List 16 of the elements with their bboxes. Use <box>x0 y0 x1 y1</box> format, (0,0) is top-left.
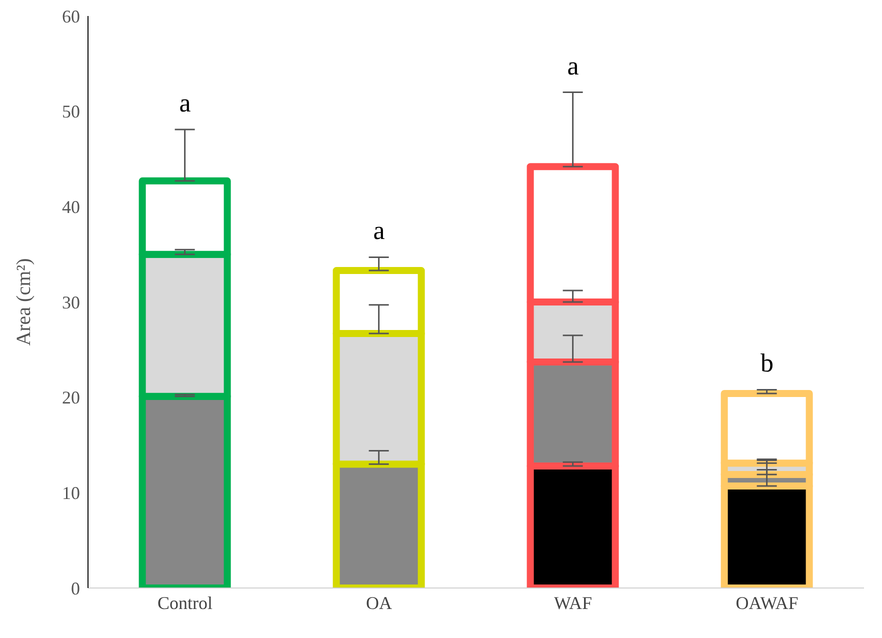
annotation: a <box>373 216 386 246</box>
annotation: b <box>760 348 774 378</box>
y-tick-label: 0 <box>71 578 80 598</box>
y-axis-title: Area (cm²) <box>13 258 35 346</box>
x-tick-label: OA <box>366 592 392 613</box>
y-tick-label: 30 <box>62 292 80 312</box>
x-tick-label: Control <box>157 592 213 613</box>
y-tick-label: 20 <box>62 388 80 408</box>
y-tick-label: 60 <box>62 6 80 26</box>
y-tick-label: 40 <box>62 197 80 218</box>
x-tick-label: WAF <box>554 592 592 613</box>
annotation: a <box>179 88 192 118</box>
x-tick-label: OAWAF <box>736 592 798 613</box>
y-tick-label: 50 <box>62 102 80 122</box>
annotation: a <box>567 51 580 80</box>
y-tick-label: 10 <box>62 483 80 504</box>
